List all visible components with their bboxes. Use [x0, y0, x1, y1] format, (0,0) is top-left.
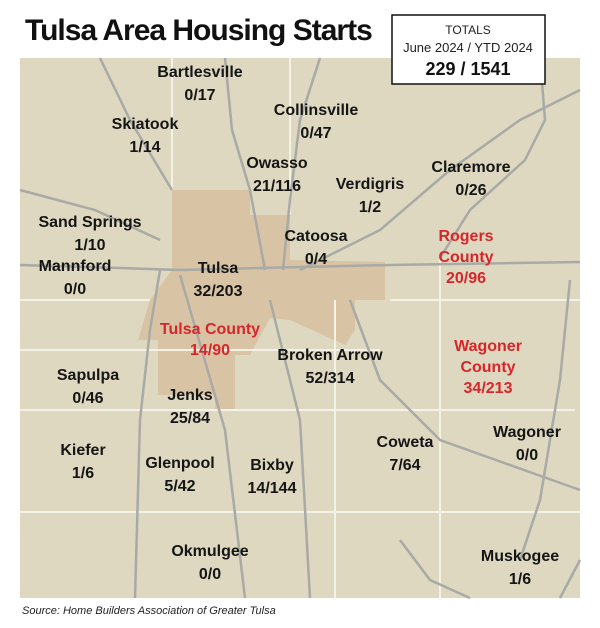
place-name: Jenks	[167, 387, 212, 404]
place-name: Kiefer	[60, 442, 105, 459]
place-value: 5/42	[164, 478, 195, 495]
place-name: Mannford	[39, 258, 112, 275]
place-value: 0/46	[72, 390, 103, 407]
totals-period: June 2024 / YTD 2024	[403, 40, 533, 55]
place-name: Collinsville	[274, 102, 359, 119]
county-value: 20/96	[446, 270, 486, 287]
place-value: 0/47	[300, 125, 331, 142]
place-value: 7/64	[389, 457, 420, 474]
source: Source: Home Builders Association of Gre…	[22, 605, 276, 617]
place-name: Verdigris	[336, 176, 405, 193]
place-name: Tulsa	[198, 260, 239, 277]
place-name: Glenpool	[145, 455, 214, 472]
place-name: Broken Arrow	[277, 347, 383, 364]
county-value: 14/90	[190, 342, 230, 359]
place-value: 1/6	[509, 571, 531, 588]
place-value: 0/0	[64, 281, 86, 298]
title: Tulsa Area Housing Starts	[25, 14, 372, 47]
place-value: 0/0	[516, 447, 538, 464]
county-value: 34/213	[464, 380, 513, 397]
map-background	[20, 58, 580, 598]
place-name: Owasso	[246, 155, 308, 172]
place-value: 1/14	[129, 139, 160, 156]
tulsa-county-area	[138, 190, 385, 410]
place-value: 1/2	[359, 199, 381, 216]
place-value: 1/6	[72, 465, 94, 482]
county-name: County	[438, 249, 493, 266]
place-value: 0/4	[305, 251, 327, 268]
totals-label: TOTALS	[445, 23, 491, 37]
county-name: Wagoner	[454, 338, 522, 355]
county-name: Rogers	[438, 228, 493, 245]
place-name: Claremore	[431, 159, 510, 176]
county-name: County	[460, 359, 515, 376]
place-name: Bixby	[250, 457, 294, 474]
place-value: 14/144	[248, 480, 297, 497]
place-value: 0/26	[455, 182, 486, 199]
totals-value: 229 / 1541	[425, 59, 510, 79]
place-name: Sand Springs	[38, 214, 141, 231]
place-name: Bartlesville	[157, 64, 242, 81]
place-name: Sapulpa	[57, 367, 119, 384]
place-value: 1/10	[74, 237, 105, 254]
place-value: 0/17	[184, 87, 215, 104]
place-name: Wagoner	[493, 424, 561, 441]
place-name: Okmulgee	[171, 543, 248, 560]
place-name: Coweta	[377, 434, 434, 451]
place-value: 52/314	[306, 370, 355, 387]
place-value: 32/203	[194, 283, 243, 300]
county-name: Tulsa County	[160, 321, 260, 338]
place-value: 25/84	[170, 410, 210, 427]
place-value: 0/0	[199, 566, 221, 583]
labels: Bartlesville 0/17 Collinsville 0/47 Skiatook…	[38, 64, 560, 588]
place-value: 21/116	[253, 178, 301, 195]
place-name: Muskogee	[481, 548, 559, 565]
totals-box	[391, 14, 546, 85]
place-name: Skiatook	[112, 116, 179, 133]
place-name: Catoosa	[284, 228, 347, 245]
roads	[19, 57, 582, 600]
